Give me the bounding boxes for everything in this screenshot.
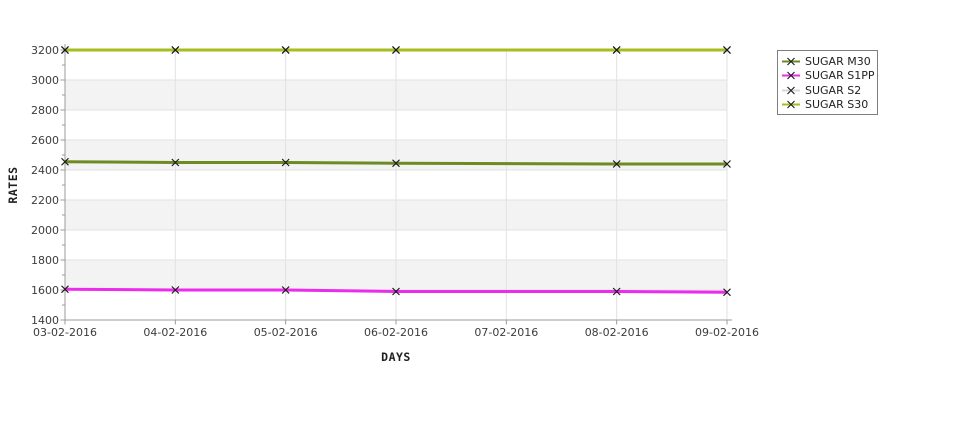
y-tick-label: 1400: [31, 314, 59, 327]
legend-item-sugar-s30: SUGAR S30: [782, 98, 873, 113]
y-tick-label: 3000: [31, 74, 59, 87]
data-point-marker: [281, 286, 290, 294]
data-point-marker: [61, 46, 69, 54]
data-point-marker: [392, 46, 400, 54]
legend-line-swatch: [782, 86, 800, 95]
y-tick-label: 2000: [31, 224, 59, 237]
x-axis-title: DAYS: [381, 350, 411, 364]
data-point-marker: [723, 288, 731, 297]
x-tick-label: 04-02-2016: [143, 326, 208, 339]
x-tick-label: 08-02-2016: [584, 326, 649, 339]
data-point-marker: [171, 286, 180, 294]
y-tick-label: 1800: [31, 254, 59, 267]
data-point-marker: [61, 157, 69, 166]
data-point-marker: [171, 158, 180, 167]
data-point-marker: [171, 46, 180, 54]
series-line-sugar-s1pp: [64, 287, 728, 294]
y-tick-label: 2400: [31, 164, 59, 177]
data-point-marker: [281, 158, 290, 167]
data-point-marker: [61, 285, 69, 294]
data-point-marker: [612, 46, 621, 54]
x-tick-label: 09-02-2016: [695, 326, 759, 339]
legend-item-sugar-s2: SUGAR S2: [782, 83, 873, 98]
x-tick-label: 03-02-2016: [33, 326, 97, 339]
data-point-marker: [392, 159, 400, 168]
legend-item-label: SUGAR S30: [805, 98, 869, 112]
legend-line-swatch: [782, 100, 800, 109]
legend-item-sugar-s1pp: SUGAR S1PP: [782, 69, 875, 84]
data-point-marker: [612, 287, 621, 296]
x-tick-label: 06-02-2016: [364, 326, 428, 339]
legend-item-label: SUGAR M30: [805, 54, 871, 68]
y-tick-label: 3200: [31, 44, 59, 57]
legend-item-sugar-m30: SUGAR M30: [782, 54, 873, 69]
x-tick-label: 07-02-2016: [474, 326, 539, 339]
x-tick-label: 05-02-2016: [253, 326, 318, 339]
legend-item-label: SUGAR S2: [805, 83, 862, 97]
data-point-marker: [281, 46, 290, 54]
y-tick-label: 1600: [31, 284, 59, 297]
data-point-marker: [723, 46, 731, 54]
y-tick-label: 2600: [31, 134, 59, 147]
data-point-marker: [612, 160, 621, 168]
legend: SUGAR M30 SUGAR S1PP SUGAR S2 SUGAR S30: [777, 50, 878, 115]
data-point-marker: [723, 160, 731, 168]
data-point-marker: [392, 287, 400, 296]
legend-line-swatch: [782, 71, 800, 80]
legend-line-swatch: [782, 57, 800, 66]
y-tick-label: 2200: [31, 194, 59, 207]
y-tick-label: 2800: [31, 104, 59, 117]
legend-item-label: SUGAR S1PP: [805, 69, 875, 83]
series-line-sugar-m30: [64, 160, 727, 166]
